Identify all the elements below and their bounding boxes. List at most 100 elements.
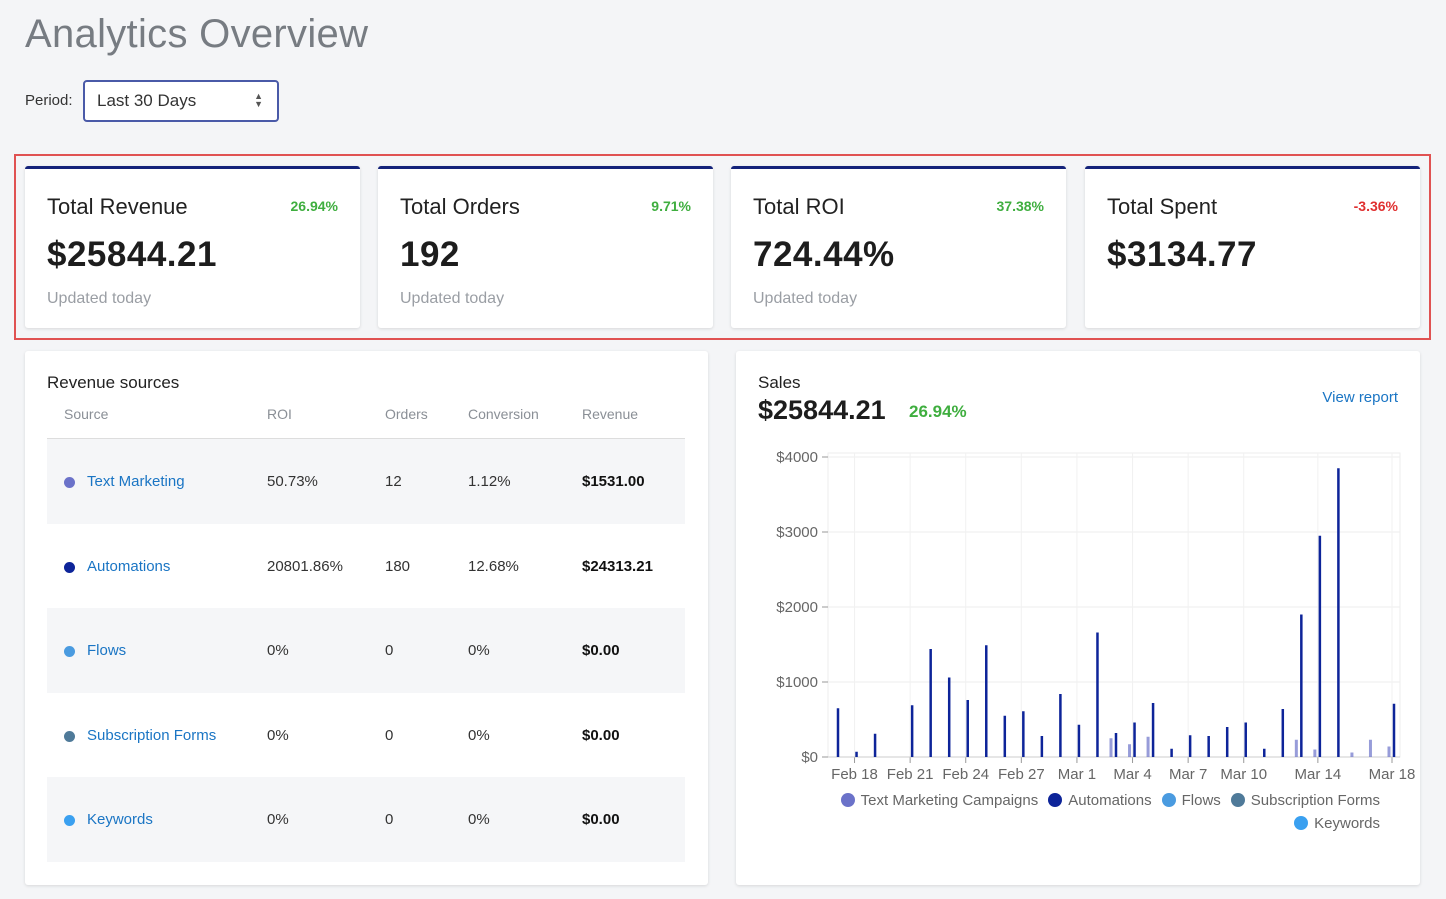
table-row: Text Marketing 50.73% 12 1.12% $1531.00 — [47, 439, 685, 524]
legend-swatch-icon — [1048, 793, 1063, 807]
legend-label: Text Marketing Campaigns — [860, 792, 1039, 809]
bar — [1337, 468, 1340, 757]
table-row: Automations 20801.86% 180 12.68% $24313.… — [47, 524, 685, 609]
revenue-cell: $24313.21 — [582, 557, 653, 575]
column-header-roi: ROI — [267, 406, 292, 422]
table-row: Keywords 0% 0 0% $0.00 — [47, 777, 685, 862]
bar — [966, 700, 969, 757]
table-row: Flows 0% 0 0% $0.00 — [47, 608, 685, 693]
revenue-sources-panel: Revenue sources Source ROI Orders Conver… — [25, 351, 708, 885]
y-tick-label: $1000 — [776, 674, 818, 691]
bar — [1368, 739, 1372, 757]
orders-cell: 0 — [385, 811, 394, 828]
table-row: Subscription Forms 0% 0 0% $0.00 — [47, 693, 685, 778]
orders-cell: 180 — [385, 557, 411, 575]
bar — [1188, 735, 1192, 757]
series-dot-icon — [64, 561, 75, 573]
bar — [910, 705, 914, 757]
source-link[interactable]: Text Marketing — [87, 473, 185, 490]
bar — [1114, 733, 1118, 757]
kpi-title: Total Spent — [1107, 194, 1218, 219]
source-link[interactable]: Keywords — [87, 811, 153, 828]
bar — [1313, 749, 1317, 757]
bar — [1207, 736, 1210, 757]
x-tick-label: Mar 18 — [1369, 766, 1416, 783]
source-link[interactable]: Flows — [87, 642, 127, 659]
x-tick-label: Feb 18 — [831, 766, 878, 783]
column-header-revenue: Revenue — [582, 406, 639, 422]
roi-cell: 50.73% — [267, 473, 318, 490]
page-title: Analytics Overview — [25, 12, 369, 56]
kpi-card-total-revenue: Total Revenue 26.94% $25844.21 Updated t… — [25, 166, 360, 328]
period-select[interactable]: Last 30 Days ▲ ▼ — [83, 80, 279, 122]
orders-cell: 0 — [385, 726, 394, 744]
kpi-title: Total Revenue — [47, 194, 188, 219]
bar — [1318, 535, 1322, 757]
legend-item[interactable]: Flows — [1161, 792, 1221, 809]
x-tick-label: Feb 27 — [998, 766, 1045, 783]
x-tick-label: Mar 1 — [1058, 766, 1096, 783]
x-tick-label: Mar 10 — [1220, 766, 1267, 783]
bar — [1128, 744, 1132, 757]
period-label: Period: — [25, 92, 73, 109]
legend-item[interactable]: Automations — [1048, 792, 1152, 809]
revenue-cell: $0.00 — [582, 642, 620, 659]
kpi-title: Total Orders — [400, 194, 520, 219]
revenue-cell: $0.00 — [582, 726, 620, 744]
y-tick-label: $4000 — [776, 449, 818, 466]
chart-legend: Text Marketing Campaigns Automations Flows… — [840, 792, 1380, 809]
y-tick-label: $2000 — [776, 599, 818, 616]
bar — [1059, 694, 1062, 757]
conversion-cell: 0% — [468, 811, 490, 828]
x-tick-label: Mar 4 — [1113, 766, 1151, 783]
conversion-cell: 0% — [468, 642, 490, 659]
series-dot-icon — [64, 815, 75, 826]
kpi-updated-text: Updated today — [400, 290, 505, 307]
x-tick-label: Feb 21 — [887, 766, 934, 783]
legend-swatch-icon — [840, 793, 855, 807]
chart-plot-area — [827, 452, 1401, 758]
bar — [1392, 703, 1396, 757]
legend-item[interactable]: Text Marketing Campaigns — [840, 792, 1039, 809]
kpi-value: 724.44% — [753, 235, 895, 274]
legend-swatch-icon — [1230, 793, 1245, 807]
bar — [1096, 632, 1099, 757]
column-header-orders: Orders — [385, 406, 428, 422]
series-dot-icon — [64, 646, 75, 657]
bar — [1350, 752, 1354, 757]
series-dot-icon — [64, 477, 75, 488]
legend-label: Flows — [1181, 792, 1221, 809]
bar — [1146, 736, 1150, 757]
bar — [1244, 722, 1247, 757]
x-tick-label: Mar 14 — [1295, 766, 1342, 783]
revenue-cell: $0.00 — [582, 811, 620, 828]
kpi-change: 37.38% — [996, 198, 1044, 214]
column-header-source: Source — [64, 406, 109, 422]
bar — [1003, 715, 1007, 757]
bar — [1109, 738, 1113, 757]
bar — [985, 645, 988, 757]
roi-cell: 0% — [267, 726, 289, 744]
orders-cell: 12 — [385, 473, 402, 490]
kpi-value: 192 — [400, 235, 460, 274]
source-link[interactable]: Subscription Forms — [87, 726, 217, 744]
revenue-sources-title: Revenue sources — [47, 373, 180, 392]
sales-chart: $0 $1000 $2000 $3000 $4000 Feb 18 Feb 21 Feb 24… — [776, 449, 1416, 783]
conversion-cell: 12.68% — [468, 557, 519, 575]
bar — [1151, 703, 1155, 757]
bar — [1077, 724, 1081, 757]
column-header-conversion: Conversion — [468, 406, 539, 422]
kpi-change: 26.94% — [290, 198, 338, 214]
source-link[interactable]: Automations — [87, 557, 171, 575]
sales-label: Sales — [758, 373, 801, 392]
view-report-link[interactable]: View report — [1322, 389, 1398, 406]
bar — [1133, 722, 1136, 757]
bar — [947, 677, 951, 757]
y-tick-label: $0 — [801, 749, 818, 766]
legend-item[interactable]: Subscription Forms — [1230, 792, 1380, 809]
legend-item[interactable]: Keywords — [1294, 815, 1380, 832]
bar — [1263, 748, 1266, 757]
conversion-cell: 0% — [468, 726, 490, 744]
orders-cell: 0 — [385, 642, 394, 659]
bar — [1294, 739, 1298, 757]
